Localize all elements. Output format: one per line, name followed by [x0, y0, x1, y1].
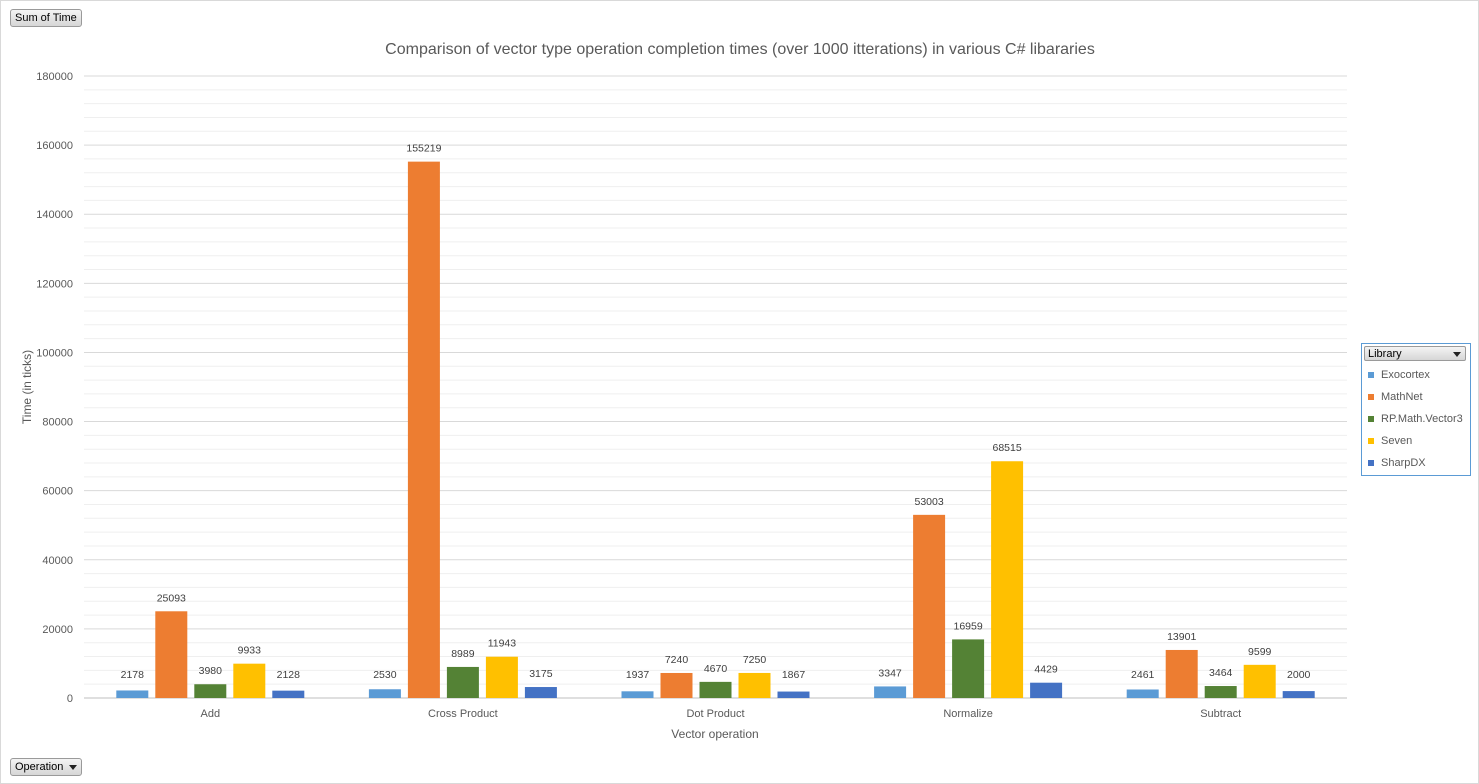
- bar: [1282, 691, 1315, 698]
- data-label: 16959: [953, 620, 982, 632]
- bar: [991, 461, 1024, 698]
- bar: [1030, 682, 1063, 698]
- data-label: 53003: [914, 496, 943, 508]
- legend-swatch: [1368, 416, 1374, 423]
- bar: [621, 691, 654, 698]
- data-label: 8989: [451, 648, 475, 660]
- data-label: 7240: [665, 654, 689, 666]
- legend-label: Seven: [1381, 435, 1413, 447]
- data-label: 7250: [743, 654, 767, 666]
- bar: [738, 672, 771, 698]
- data-label: 2461: [1131, 669, 1155, 681]
- legend-swatch: [1368, 460, 1374, 467]
- bar: [524, 687, 557, 698]
- data-label: 155219: [406, 143, 441, 155]
- bar: [1126, 689, 1159, 698]
- chart-title: Comparison of vector type operation comp…: [385, 41, 1095, 58]
- x-axis-title: Vector operation: [671, 727, 758, 741]
- x-tick-label: Normalize: [943, 708, 993, 720]
- bar: [233, 663, 266, 698]
- y-tick-label: 180000: [36, 71, 73, 83]
- data-label: 25093: [157, 592, 186, 604]
- bar: [272, 690, 305, 698]
- data-label: 2000: [1287, 669, 1311, 681]
- operation-field-label: Operation: [15, 761, 64, 773]
- data-label: 2178: [121, 669, 145, 681]
- sum-of-time-label: Sum of Time: [15, 12, 77, 24]
- data-label: 9933: [238, 645, 262, 657]
- bar: [368, 689, 401, 698]
- bar: [913, 514, 946, 698]
- legend: Library Exocortex MathNet RP.Math.Vector3 S…: [1361, 343, 1471, 476]
- bar: [777, 691, 810, 698]
- data-labels: 2178 25093 3980 9933 2128 2530 155219 8989 11943…: [121, 143, 1311, 681]
- bar: [874, 686, 907, 698]
- x-tick-label: Cross Product: [428, 708, 498, 720]
- bar: [952, 639, 985, 698]
- x-tick-label: Add: [201, 708, 221, 720]
- legend-swatch: [1368, 438, 1374, 445]
- legend-swatch: [1368, 394, 1374, 401]
- bar: [485, 656, 518, 698]
- y-tick-label: 140000: [36, 209, 73, 221]
- legend-item: RP.Math.Vector3: [1368, 412, 1463, 426]
- y-tick-label: 100000: [36, 347, 73, 359]
- gridlines: [84, 75, 1347, 699]
- bar: [1204, 686, 1237, 698]
- y-tick-label: 120000: [36, 278, 73, 290]
- data-label: 11943: [488, 638, 517, 650]
- data-label: 3980: [199, 665, 223, 677]
- y-axis-title: Time (in ticks): [20, 350, 34, 424]
- y-axis-ticks: 0 20000 40000 60000 80000 100000 120000 140000 1…: [36, 71, 73, 705]
- sum-of-time-field-button[interactable]: Sum of Time: [10, 9, 82, 27]
- data-label: 4429: [1034, 664, 1058, 676]
- legend-item: Seven: [1368, 434, 1412, 448]
- data-label: 3464: [1209, 667, 1233, 679]
- y-tick-label: 20000: [42, 624, 73, 636]
- legend-item: SharpDX: [1368, 456, 1426, 470]
- data-label: 1937: [626, 669, 650, 681]
- data-label: 3347: [878, 667, 902, 679]
- x-axis-ticks: Add Cross Product Dot Product Normalize Subt…: [201, 708, 1242, 720]
- legend-label: MathNet: [1381, 391, 1423, 403]
- legend-swatch: [1368, 372, 1374, 379]
- bar: [194, 684, 227, 698]
- data-label: 3175: [529, 668, 553, 680]
- chevron-down-icon[interactable]: [1453, 352, 1461, 357]
- legend-label: SharpDX: [1381, 457, 1426, 469]
- y-tick-label: 60000: [42, 486, 73, 498]
- bar: [446, 666, 479, 698]
- legend-item: Exocortex: [1368, 368, 1430, 382]
- bar: [155, 611, 188, 698]
- bar: [407, 161, 440, 698]
- chevron-down-icon[interactable]: [69, 764, 78, 770]
- data-label: 4670: [704, 663, 728, 675]
- data-label: 2530: [373, 669, 397, 681]
- operation-field-button[interactable]: Operation: [10, 758, 83, 776]
- data-label: 13901: [1167, 631, 1196, 643]
- bar: [660, 672, 693, 698]
- bar: [116, 690, 149, 698]
- y-tick-label: 160000: [36, 140, 73, 152]
- data-label: 68515: [992, 442, 1021, 454]
- y-tick-label: 0: [67, 693, 73, 705]
- data-label: 9599: [1248, 646, 1272, 658]
- bar: [1243, 664, 1276, 698]
- data-label: 2128: [277, 669, 301, 681]
- legend-label: Exocortex: [1381, 369, 1430, 381]
- data-label: 1867: [782, 669, 806, 681]
- y-tick-label: 80000: [42, 417, 73, 429]
- library-field-button[interactable]: Library: [1364, 346, 1466, 361]
- y-tick-label: 40000: [42, 555, 73, 567]
- legend-item: MathNet: [1368, 390, 1423, 404]
- bars: [116, 161, 1315, 698]
- library-field-label: Library: [1368, 348, 1402, 360]
- x-tick-label: Dot Product: [686, 708, 744, 720]
- bar: [699, 681, 732, 698]
- x-tick-label: Subtract: [1200, 708, 1241, 720]
- bar: [1165, 649, 1198, 698]
- legend-label: RP.Math.Vector3: [1381, 413, 1463, 425]
